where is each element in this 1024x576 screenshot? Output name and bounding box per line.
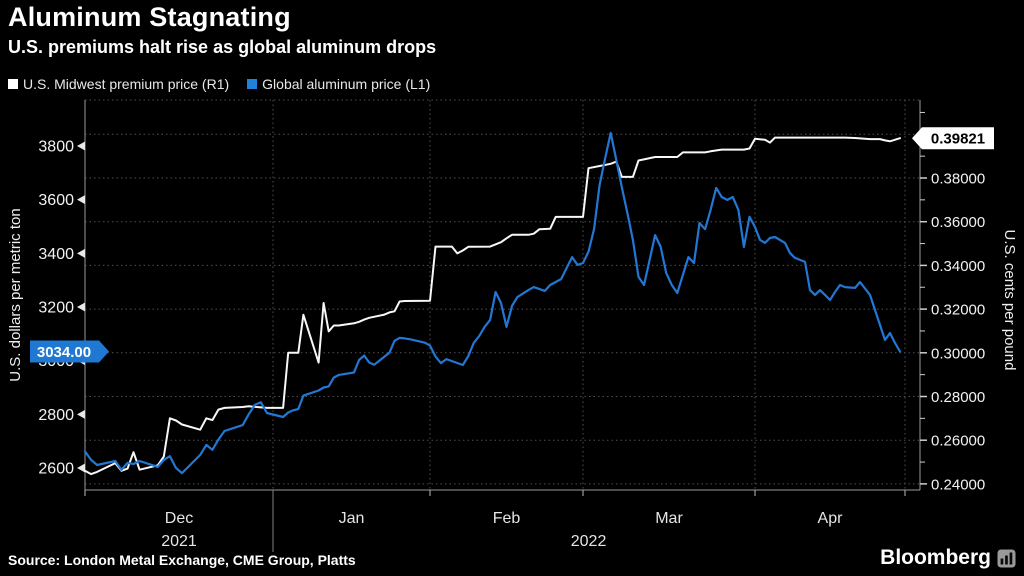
svg-text:Jan: Jan	[339, 510, 365, 527]
bloomberg-brand: Bloomberg	[880, 546, 1016, 570]
bloomberg-wordmark: Bloomberg	[880, 546, 991, 569]
svg-text:2800: 2800	[38, 407, 74, 424]
svg-text:3400: 3400	[38, 246, 74, 263]
svg-text:0.24000: 0.24000	[931, 476, 985, 493]
right-last-value-flag	[912, 127, 994, 150]
series-line-midwest-premium	[84, 136, 901, 476]
svg-text:0.28000: 0.28000	[931, 389, 985, 406]
legend-label: U.S. Midwest premium price (R1)	[23, 76, 230, 92]
svg-text:2600: 2600	[38, 461, 74, 478]
svg-text:3600: 3600	[38, 192, 74, 209]
bloomberg-terminal-icon	[997, 549, 1016, 567]
left-axis-title: U.S. dollars per metric ton	[7, 208, 24, 381]
svg-text:3034.00: 3034.00	[37, 344, 91, 361]
chart-legend: U.S. Midwest premium price (R1) Global a…	[8, 76, 448, 92]
source-credit: Source: London Metal Exchange, CME Group…	[8, 552, 356, 568]
legend-item-global-aluminum: Global aluminum price (L1)	[247, 76, 430, 92]
svg-text:0.30000: 0.30000	[931, 345, 985, 362]
legend-swatch-blue-icon	[247, 79, 258, 89]
svg-text:3200: 3200	[38, 300, 74, 317]
series-line-global-aluminum	[83, 131, 902, 475]
svg-text:Dec: Dec	[165, 510, 193, 527]
svg-text:0.34000: 0.34000	[931, 258, 985, 275]
legend-item-midwest-premium: U.S. Midwest premium price (R1)	[8, 76, 229, 92]
svg-text:0.38000: 0.38000	[931, 171, 985, 188]
svg-text:2021: 2021	[161, 533, 197, 550]
chart-title: Aluminum Stagnating	[8, 2, 291, 32]
chart-subtitle: U.S. premiums halt rise as global alumin…	[8, 37, 437, 57]
svg-text:2022: 2022	[571, 533, 607, 550]
legend-swatch-white-icon	[8, 79, 18, 89]
svg-text:3800: 3800	[38, 139, 74, 156]
svg-text:Mar: Mar	[655, 510, 683, 527]
svg-text:0.26000: 0.26000	[931, 433, 985, 450]
svg-text:Feb: Feb	[493, 510, 521, 527]
legend-label: Global aluminum price (L1)	[262, 76, 431, 92]
left-last-value-flag	[30, 340, 109, 363]
svg-text:0.36000: 0.36000	[931, 214, 985, 231]
svg-text:0.32000: 0.32000	[931, 302, 985, 319]
svg-text:0.39821: 0.39821	[931, 131, 985, 148]
svg-text:Apr: Apr	[818, 510, 844, 527]
right-axis-title: U.S. cents per pound	[1001, 230, 1018, 371]
